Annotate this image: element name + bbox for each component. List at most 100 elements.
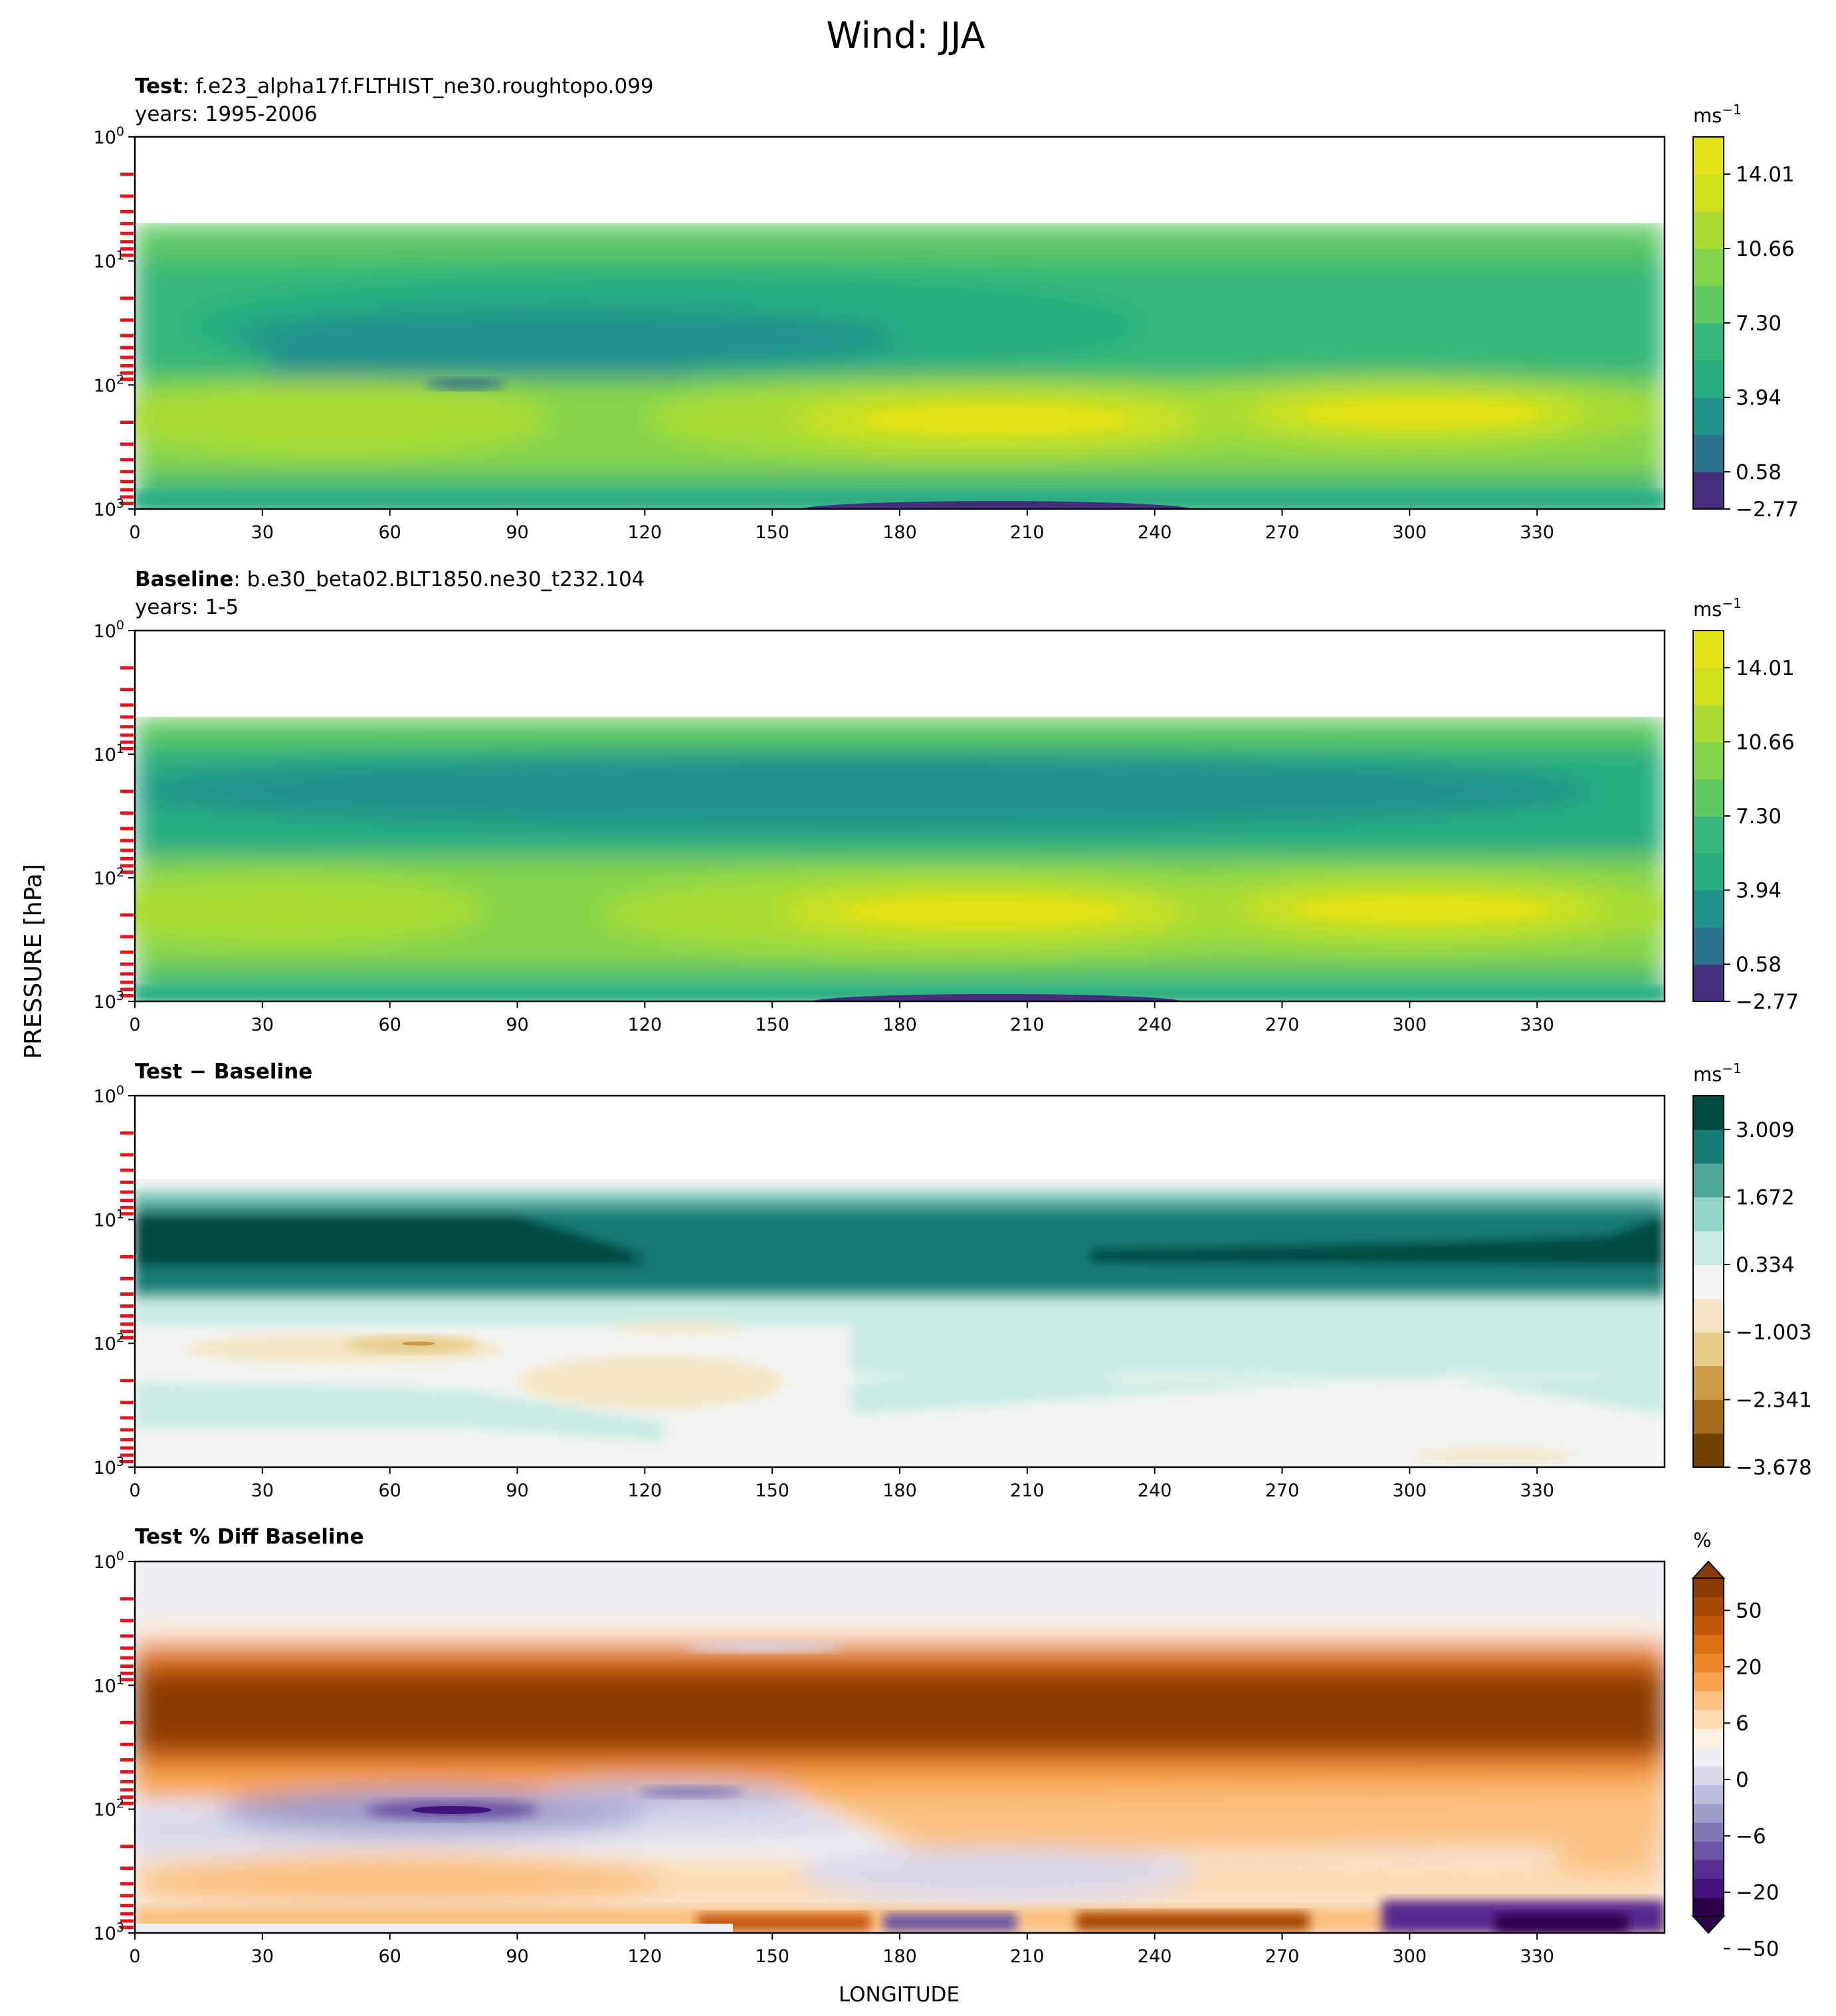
colorbar-tick-label: −2.341 (1736, 1388, 1812, 1412)
colorbar-segment (1693, 1615, 1724, 1635)
panel-test-axes: 0 30 60 90 120 150 180 210 240 270 300 330100101102… (94, 124, 1554, 543)
x-tick-label: 330 (1520, 1946, 1554, 1967)
colorbar-segment (1693, 1365, 1724, 1400)
panel-test-title-rest: : f.e23_alpha17f.FLTHIST_ne30.roughtopo.… (182, 74, 653, 98)
y-tick-base: 10 (94, 128, 116, 148)
panel-pctdiff-title: Test % Diff Baseline (135, 1525, 364, 1549)
figure-title: Wind: JJA (827, 15, 985, 56)
x-tick-label: 210 (1010, 1015, 1045, 1035)
x-tick-label: 30 (251, 1015, 274, 1035)
colorbar-segment (1693, 1841, 1724, 1861)
colorbar-segment (1693, 1860, 1724, 1880)
colorbar-units-base: ms (1693, 598, 1722, 621)
colorbar-segment (1693, 137, 1724, 175)
colorbar-segment (1693, 1785, 1724, 1804)
x-tick-label: 270 (1265, 1015, 1300, 1035)
colorbar-tick-label: 0.58 (1736, 953, 1782, 977)
colorbar-tick-label: 10.66 (1736, 237, 1795, 261)
x-tick-label: 0 (129, 1946, 140, 1967)
colorbar-units: % (1693, 1529, 1712, 1552)
y-tick-label: 102 (94, 372, 124, 396)
y-tick-base: 10 (94, 1210, 116, 1231)
colorbar-units: ms−1 (1693, 595, 1742, 621)
colorbar-tick-label: 14.01 (1736, 163, 1795, 187)
colorbar-segment (1693, 1690, 1724, 1710)
y-tick-exponent: 0 (116, 124, 124, 139)
colorbar-frame (1692, 1577, 1724, 1917)
colorbar-tick-label: −1.003 (1736, 1321, 1812, 1345)
y-tick-exponent: 2 (116, 1331, 124, 1346)
colorbar-segment (1693, 816, 1724, 854)
panel-baseline-axes: 0 30 60 90 120 150 180 210 240 270 300 330100101102… (94, 618, 1554, 1035)
colorbar-segment (1693, 1433, 1724, 1468)
x-tick-label: 90 (506, 522, 528, 543)
panel-diff-axes: 0 30 60 90 120 150 180 210 240 270 300 330100101102… (94, 1083, 1554, 1501)
panel-diff-field (135, 1096, 1665, 1467)
colorbar-segment (1693, 1597, 1724, 1617)
colorbar-segment (1693, 286, 1724, 324)
colorbar-tick-label: −2.77 (1736, 498, 1799, 522)
y-tick-base: 10 (94, 500, 116, 520)
colorbar-segment (1693, 1897, 1724, 1917)
x-tick-label: 30 (251, 522, 274, 543)
x-tick-label: 330 (1520, 1015, 1554, 1035)
colorbar-tick-label: 3.94 (1736, 879, 1782, 903)
colorbar-tick-label: 1.672 (1736, 1185, 1795, 1209)
panel-diff-title: Test − Baseline (135, 1060, 312, 1084)
y-tick-base: 10 (94, 1458, 116, 1478)
colorbar-segment (1693, 435, 1724, 472)
x-tick-label: 330 (1520, 1480, 1554, 1501)
colorbar-segment (1693, 964, 1724, 1002)
y-tick-exponent: 0 (116, 1083, 124, 1098)
x-tick-label: 270 (1265, 1480, 1300, 1501)
panel-pctdiff: Test % Diff Baseline (94, 1525, 1780, 1967)
panel-test-title-bold: Test (135, 74, 183, 98)
x-tick-label: 300 (1393, 1946, 1427, 1967)
y-tick-label: 100 (94, 618, 124, 642)
y-tick-exponent: 1 (116, 1207, 124, 1221)
y-tick-exponent: 3 (116, 989, 124, 1003)
x-tick-label: 120 (628, 1480, 663, 1501)
x-tick-label: 60 (378, 1015, 401, 1035)
y-tick-exponent: 3 (116, 496, 124, 511)
colorbar-segment (1693, 890, 1724, 928)
y-tick-base: 10 (94, 1334, 116, 1355)
x-tick-label: 120 (628, 1946, 663, 1967)
y-tick-exponent: 1 (116, 1672, 124, 1687)
panel-baseline-colorbar: ms−1 14.01 10.66 7.30 3.94 0.58 −2.77 (1692, 595, 1799, 1014)
x-tick-label: 240 (1138, 1946, 1172, 1967)
colorbar-tick-label: 0 (1736, 1768, 1749, 1792)
x-tick-label: 60 (378, 1946, 401, 1967)
colorbar-segment (1693, 1264, 1724, 1299)
colorbar-tick-label: −3.678 (1736, 1456, 1812, 1480)
colorbar-segment (1693, 742, 1724, 779)
x-tick-label: 240 (1138, 1480, 1172, 1501)
y-tick-exponent: 2 (116, 865, 124, 880)
colorbar-segment (1693, 1332, 1724, 1367)
colorbar-segment (1693, 853, 1724, 891)
x-tick-label: 300 (1393, 1015, 1427, 1035)
colorbar-segment (1693, 1822, 1724, 1842)
panel-test-field (135, 137, 1665, 509)
colorbar-segment (1693, 1197, 1724, 1231)
y-tick-label: 101 (94, 1207, 124, 1231)
colorbar-segment (1693, 1803, 1724, 1823)
y-tick-label: 102 (94, 1331, 124, 1355)
x-tick-label: 90 (506, 1946, 528, 1967)
colorbar-tick-label: 7.30 (1736, 805, 1782, 829)
y-tick-label: 103 (94, 1920, 124, 1944)
colorbar-tick-label: 0.58 (1736, 460, 1782, 484)
colorbar-segment (1693, 1096, 1724, 1130)
x-tick-label: 150 (755, 1480, 789, 1501)
colorbar-tick-label: −50 (1736, 1938, 1779, 1962)
x-tick-label: 120 (628, 1015, 663, 1035)
panel-diff-colorbar: ms−1 3.009 1.672 0.334 −1.003 −2.341 −3.678 (1692, 1060, 1812, 1480)
y-tick-exponent: 1 (116, 249, 124, 263)
y-tick-base: 10 (94, 992, 116, 1013)
y-tick-base: 10 (94, 868, 116, 889)
panel-test-subtitle: years: 1995-2006 (135, 102, 318, 126)
colorbar-segment (1693, 1129, 1724, 1164)
colorbar-frame (1692, 1095, 1724, 1468)
x-tick-label: 150 (755, 1015, 789, 1035)
